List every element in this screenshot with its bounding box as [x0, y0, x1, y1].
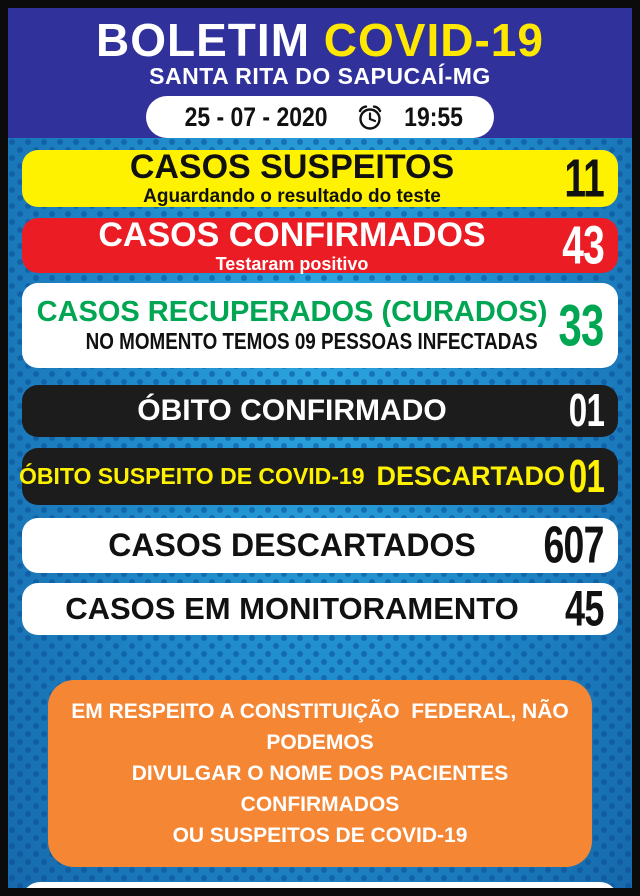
time-text: 19:55: [403, 101, 463, 132]
stat-label: ÓBITO CONFIRMADO: [137, 393, 447, 427]
stat-text: CASOS SUSPEITOS Aguardando o resultado d…: [22, 149, 618, 208]
stat-text: CASOS DESCARTADOS: [22, 528, 618, 563]
poster-inner: BOLETIM COVID-19 SANTA RITA DO SAPUCAÍ-M…: [8, 8, 632, 888]
stat-label: CASOS EM MONITORAMENTO: [65, 591, 519, 627]
stat-label: CASOS DESCARTADOS: [108, 527, 476, 564]
stat-band-casos-recuperados: CASOS RECUPERADOS (CURADOS) NO MOMENTO T…: [22, 283, 618, 368]
stat-band-casos-monitoramento: CASOS EM MONITORAMENTO 45: [22, 583, 618, 635]
alarm-clock-icon: [355, 102, 385, 132]
footer-source-text: Dados fornecidos pela Secretaria Municip…: [80, 886, 632, 889]
date-text: 25 - 07 - 2020: [185, 101, 328, 132]
stat-value: 33: [558, 292, 605, 358]
header: BOLETIM COVID-19 SANTA RITA DO SAPUCAÍ-M…: [8, 8, 632, 138]
page-title: BOLETIM COVID-19: [8, 16, 632, 64]
notice-line-3: OU SUSPEITOS DE COVID-19: [172, 824, 468, 847]
stat-text: CASOS EM MONITORAMENTO: [22, 591, 618, 627]
stat-band-casos-descartados: CASOS DESCARTADOS 607: [22, 518, 618, 573]
title-boletim: BOLETIM: [96, 14, 311, 66]
stat-value: 01: [568, 449, 605, 502]
stat-label: CASOS RECUPERADOS (CURADOS): [36, 295, 548, 328]
stat-label-emphasis: DESCARTADO: [376, 460, 566, 491]
stat-text: ÓBITO CONFIRMADO: [22, 393, 618, 427]
stat-value: 01: [568, 384, 605, 437]
notice-line-1: EM RESPEITO A CONSTITUIÇÃO FEDERAL, NÃO …: [71, 700, 575, 754]
stat-band-obito-suspeito-descartado: ÓBITO SUSPEITO DE COVID-19 DESCARTADO 01: [19, 448, 618, 505]
stat-sublabel: Testaram positivo: [215, 253, 369, 274]
stats-area: CASOS SUSPEITOS Aguardando o resultado d…: [8, 138, 632, 888]
stat-band-obito-confirmado: ÓBITO CONFIRMADO 01: [22, 385, 618, 437]
stat-label: CASOS SUSPEITOS: [129, 148, 455, 187]
stat-text: ÓBITO SUSPEITO DE COVID-19 DESCARTADO: [19, 460, 618, 491]
stat-label: CASOS CONFIRMADOS: [98, 215, 486, 254]
stat-sublabel: Aguardando o resultado do teste: [143, 185, 441, 207]
stat-value: 607: [543, 515, 605, 574]
privacy-notice: EM RESPEITO A CONSTITUIÇÃO FEDERAL, NÃO …: [48, 680, 592, 867]
footer: Dados fornecidos pela Secretaria Municip…: [22, 882, 632, 888]
notice-line-2: DIVULGAR O NOME DOS PACIENTES CONFIRMADO…: [131, 762, 515, 816]
city-subtitle: SANTA RITA DO SAPUCAÍ-MG: [149, 63, 491, 89]
stat-text: CASOS CONFIRMADOS Testaram positivo: [22, 217, 618, 274]
stat-sublabel: NO MOMENTO TEMOS 09 PESSOAS INFECTADAS: [85, 327, 538, 354]
stat-value: 43: [562, 214, 605, 275]
stat-band-casos-suspeitos: CASOS SUSPEITOS Aguardando o resultado d…: [22, 147, 618, 208]
title-covid19: COVID-19: [323, 14, 544, 66]
stat-label: ÓBITO SUSPEITO DE COVID-19: [19, 463, 365, 490]
stat-band-casos-confirmados: CASOS CONFIRMADOS Testaram positivo 43: [22, 214, 618, 275]
stat-value: 11: [564, 147, 604, 208]
stat-value: 45: [565, 580, 604, 637]
stat-text: CASOS RECUPERADOS (CURADOS) NO MOMENTO T…: [22, 295, 618, 355]
date-time-pill: 25 - 07 - 2020 19:55: [146, 96, 494, 138]
